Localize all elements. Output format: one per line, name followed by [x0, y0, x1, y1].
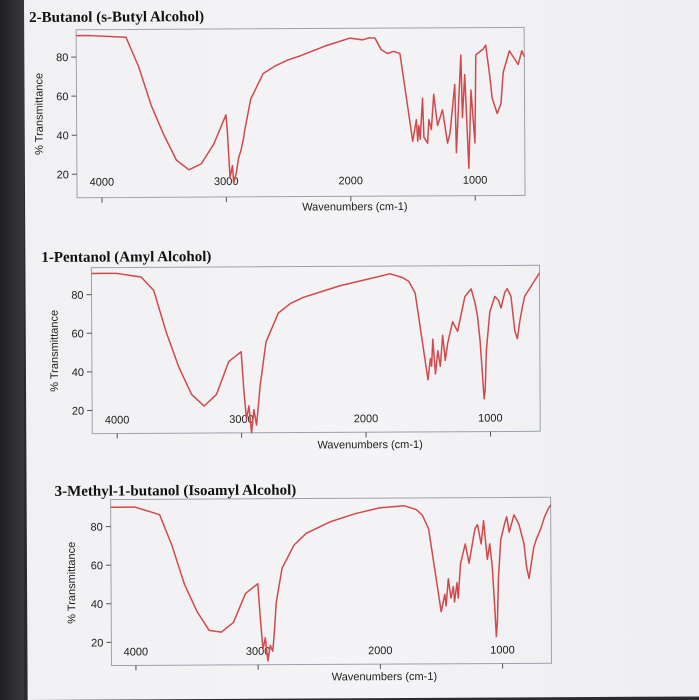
spectra-sheet: 2-Butanol (s-Butyl Alcohol) % Transmittan…	[24, 0, 699, 700]
y-tick-label: 80	[90, 522, 102, 534]
plot-frame	[110, 496, 552, 667]
x-tick-label: 2000	[354, 413, 379, 425]
spectra-figure: 2-Butanol (s-Butyl Alcohol) % Transmittan…	[29, 9, 552, 684]
x-tick-label: 4000	[105, 414, 130, 426]
y-axis-label: % Transmittance	[66, 542, 78, 624]
x-axis-label: Wavenumbers (cm-1)	[302, 201, 407, 214]
x-tick-label: 4000	[124, 646, 149, 658]
x-axis-label: Wavenumbers (cm-1)	[317, 439, 422, 452]
spectrum-line	[110, 504, 552, 662]
chart-title: 3-Methyl-1-butanol (Isoamyl Alcohol)	[55, 483, 297, 500]
chart-panel-2: 1-Pentanol (Amyl Alcohol) % Transmittance…	[41, 249, 541, 452]
x-tick-label: 1000	[490, 644, 515, 656]
y-tick-label: 40	[56, 130, 68, 142]
y-tick-label: 40	[91, 599, 103, 611]
y-tick-label: 60	[56, 91, 68, 103]
spectrum-line	[91, 272, 541, 434]
x-tick-label: 3000	[246, 646, 271, 658]
chart-title: 1-Pentanol (Amyl Alcohol)	[41, 249, 211, 266]
y-tick-label: 60	[71, 328, 83, 340]
x-axis-label: Wavenumbers (cm-1)	[332, 671, 437, 684]
y-tick-label: 20	[91, 637, 103, 649]
plot-frame	[75, 26, 526, 199]
y-axis-label: % Transmittance	[49, 310, 61, 392]
x-tick-label: 4000	[90, 177, 115, 189]
table-edge	[0, 0, 24, 700]
chart-panel-3: 3-Methyl-1-butanol (Isoamyl Alcohol) % Tr…	[55, 483, 552, 684]
x-tick-label: 2000	[338, 175, 363, 187]
y-tick-label: 40	[72, 367, 84, 379]
chart-title: 2-Butanol (s-Butyl Alcohol)	[29, 9, 204, 26]
y-tick-label: 80	[56, 52, 68, 64]
x-tick-label: 1000	[478, 412, 503, 424]
x-tick-label: 3000	[214, 176, 239, 188]
y-axis-label: % Transmittance	[33, 73, 45, 155]
y-tick-label: 20	[57, 169, 69, 181]
y-tick-label: 20	[72, 406, 84, 418]
y-tick-label: 60	[91, 560, 103, 572]
spectrum-line	[76, 34, 525, 184]
x-tick-label: 2000	[368, 645, 393, 657]
x-tick-label: 1000	[463, 175, 488, 187]
y-tick-label: 80	[71, 290, 83, 302]
chart-panel-1: 2-Butanol (s-Butyl Alcohol) % Transmittan…	[29, 9, 526, 214]
plot-frame	[90, 264, 541, 435]
